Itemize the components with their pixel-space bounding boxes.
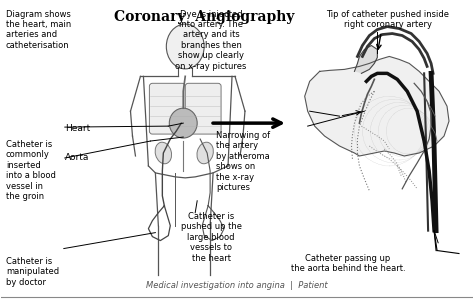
Text: Tip of catheter pushed inside
right coronary artery: Tip of catheter pushed inside right coro… [327,10,449,29]
Ellipse shape [169,108,197,138]
Text: Narrowing of
the artery
by atheroma
shows on
the x-ray
pictures: Narrowing of the artery by atheroma show… [216,131,270,192]
Text: Coronary  Angiography: Coronary Angiography [114,10,294,24]
Polygon shape [305,56,449,156]
Polygon shape [355,45,377,73]
Text: Aorta: Aorta [65,154,89,163]
Text: Diagram shows
the heart, main
arteries and
catheterisation: Diagram shows the heart, main arteries a… [6,10,71,50]
Ellipse shape [155,142,172,164]
Text: Catheter is
manipulated
by doctor: Catheter is manipulated by doctor [6,257,59,287]
FancyBboxPatch shape [149,83,185,134]
Text: Medical investigation into angina  |  Patient: Medical investigation into angina | Pati… [146,281,328,290]
Text: Heart: Heart [65,123,90,132]
Text: Catheter passing up
the aorta behind the heart.: Catheter passing up the aorta behind the… [291,254,405,273]
Ellipse shape [166,24,204,69]
FancyBboxPatch shape [185,83,221,134]
Ellipse shape [197,142,213,164]
Text: Dye is injected
into artery. The
artery and its
branches then
show up clearly
on: Dye is injected into artery. The artery … [175,10,247,71]
Text: Catheter is
pushed up the
large blood
vessels to
the heart: Catheter is pushed up the large blood ve… [181,212,242,262]
Text: Catheter is
commonly
inserted
into a blood
vessel in
the groin: Catheter is commonly inserted into a blo… [6,140,55,201]
